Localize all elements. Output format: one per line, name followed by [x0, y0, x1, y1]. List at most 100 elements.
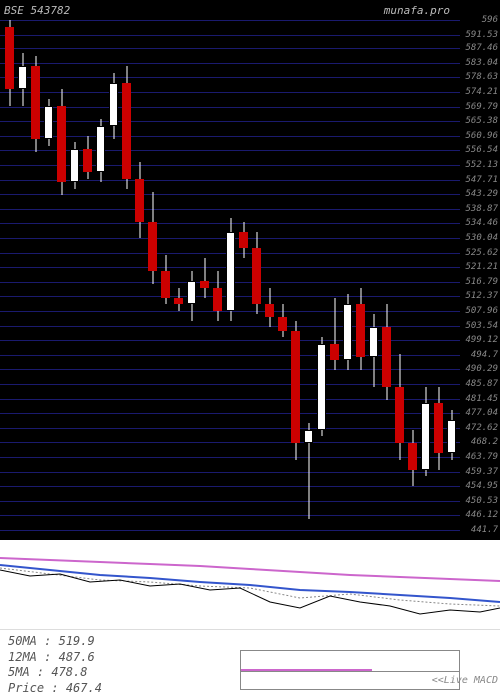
y-axis-label: 485.87 — [465, 379, 498, 389]
candle — [421, 0, 430, 540]
candle-body — [304, 430, 313, 443]
y-axis-label: 481.45 — [465, 394, 498, 404]
candle — [291, 0, 300, 540]
ma50-label: 50MA : — [8, 634, 51, 648]
info-panel: 50MA : 519.9 12MA : 487.6 5MA : 478.8 Pr… — [0, 630, 500, 700]
candle — [356, 0, 365, 540]
candle-body — [109, 83, 118, 126]
y-axis-label: 463.79 — [465, 452, 498, 462]
y-axis-label: 494.7 — [471, 350, 498, 360]
candlestick-chart: BSE 543782 munafa.pro 596591.53587.46583… — [0, 0, 500, 540]
candle — [382, 0, 391, 540]
ma50-info: 50MA : 519.9 — [8, 634, 492, 650]
candle — [369, 0, 378, 540]
y-axis-label: 490.29 — [465, 364, 498, 374]
y-axis-label: 441.7 — [471, 525, 498, 535]
candle-body — [369, 327, 378, 357]
y-axis-label: 534.46 — [465, 218, 498, 228]
candle — [83, 0, 92, 540]
candle-body — [278, 317, 287, 330]
candle-body — [44, 106, 53, 139]
candle-body — [148, 222, 157, 272]
candle-body — [330, 344, 339, 361]
y-axis-label: 543.29 — [465, 189, 498, 199]
candle-body — [291, 331, 300, 443]
y-axis-label: 538.87 — [465, 204, 498, 214]
candle-body — [226, 232, 235, 311]
y-axis-label: 583.04 — [465, 58, 498, 68]
candle-body — [187, 281, 196, 304]
candle-body — [382, 327, 391, 386]
y-axis-label: 556.54 — [465, 145, 498, 155]
candle-body — [252, 248, 261, 304]
moving-average-panel — [0, 540, 500, 630]
y-axis-label: 596 — [482, 15, 498, 25]
candle-body — [317, 344, 326, 430]
candle — [109, 0, 118, 540]
candle — [44, 0, 53, 540]
y-axis-label: 569.79 — [465, 102, 498, 112]
candle — [187, 0, 196, 540]
candle-body — [434, 403, 443, 453]
candle — [395, 0, 404, 540]
y-axis-label: 499.12 — [465, 335, 498, 345]
y-axis-label: 459.37 — [465, 467, 498, 477]
candle — [447, 0, 456, 540]
y-axis-label: 512.37 — [465, 291, 498, 301]
price-label: Price : — [8, 681, 59, 695]
y-axis-label: 547.71 — [465, 175, 498, 185]
candle — [57, 0, 66, 540]
candle — [200, 0, 209, 540]
candle-body — [239, 232, 248, 249]
candle — [343, 0, 352, 540]
macd-label: <<Live MACD — [432, 675, 498, 686]
candle — [135, 0, 144, 540]
y-axis-label: 468.2 — [471, 437, 498, 447]
y-axis-label: 552.13 — [465, 160, 498, 170]
candle-body — [447, 420, 456, 453]
candle — [213, 0, 222, 540]
ma12-label: 12MA : — [8, 650, 51, 664]
candle — [317, 0, 326, 540]
candle — [239, 0, 248, 540]
candle-wick — [204, 258, 205, 298]
macd-signal-line — [241, 669, 372, 671]
candle — [31, 0, 40, 540]
candle — [174, 0, 183, 540]
y-axis-label: 530.04 — [465, 233, 498, 243]
y-axis-label: 565.38 — [465, 116, 498, 126]
candle — [330, 0, 339, 540]
y-axis-label: 578.63 — [465, 72, 498, 82]
candle-body — [122, 83, 131, 179]
y-axis-label: 574.21 — [465, 87, 498, 97]
ma12-value: 487.6 — [59, 650, 95, 664]
y-axis-label: 454.95 — [465, 481, 498, 491]
ma5-value: 478.8 — [51, 665, 87, 679]
y-axis-label: 472.62 — [465, 423, 498, 433]
y-axis-label: 560.96 — [465, 131, 498, 141]
y-axis-label: 521.21 — [465, 262, 498, 272]
y-axis-label: 450.53 — [465, 496, 498, 506]
candle-body — [31, 66, 40, 139]
candle-body — [395, 387, 404, 443]
candle-body — [5, 27, 14, 90]
candle-body — [265, 304, 274, 317]
candle — [434, 0, 443, 540]
y-axis-label: 525.62 — [465, 248, 498, 258]
candle-body — [70, 149, 79, 182]
candle — [5, 0, 14, 540]
candle — [265, 0, 274, 540]
ma50-value: 519.9 — [59, 634, 95, 648]
candle — [278, 0, 287, 540]
candle — [304, 0, 313, 540]
candle — [161, 0, 170, 540]
candle — [408, 0, 417, 540]
candle-body — [174, 298, 183, 305]
candle-body — [408, 443, 417, 469]
y-axis-label: 507.96 — [465, 306, 498, 316]
candle-body — [18, 66, 27, 89]
candle — [148, 0, 157, 540]
y-axis-label: 516.79 — [465, 277, 498, 287]
candle-body — [96, 126, 105, 172]
candle — [226, 0, 235, 540]
